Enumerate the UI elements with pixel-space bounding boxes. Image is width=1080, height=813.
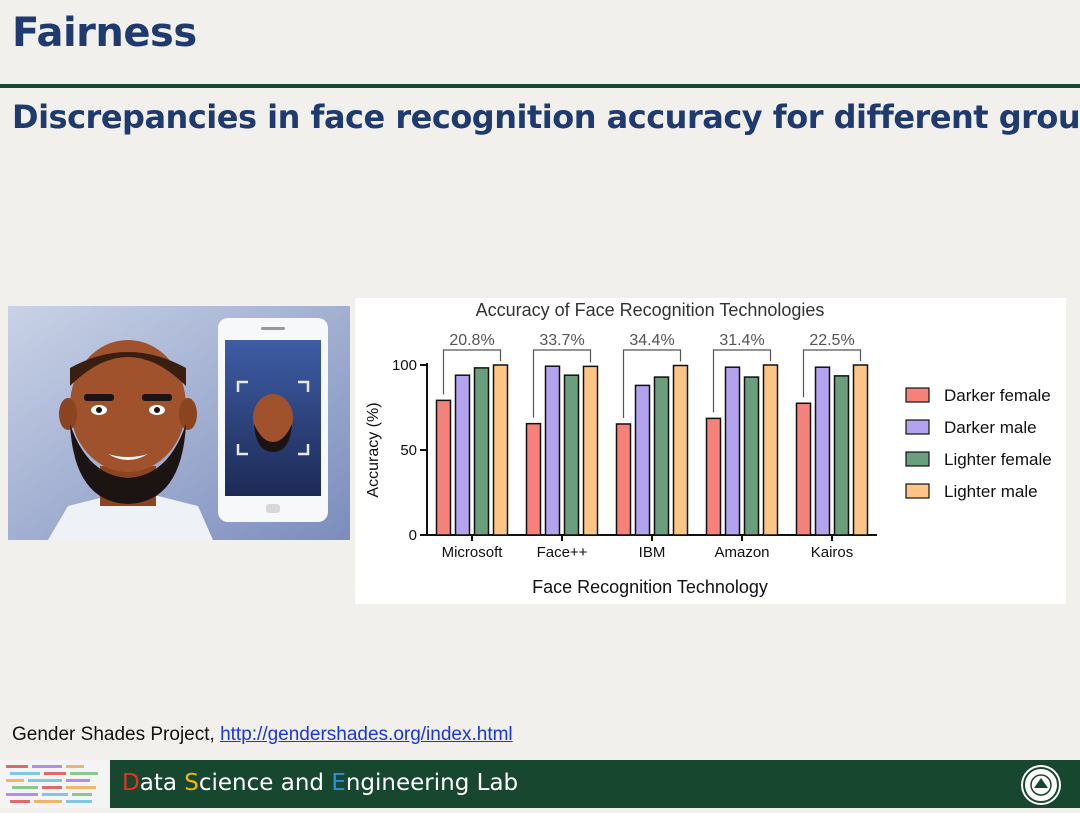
x-tick-label: Face++	[537, 544, 588, 561]
bar	[563, 374, 580, 536]
x-tick-label: Amazon	[714, 544, 769, 561]
lab-name-part2: cience and	[198, 770, 332, 796]
x-axis-label: Face Recognition Technology	[532, 577, 768, 597]
gap-label: 34.4%	[629, 332, 674, 349]
bar	[544, 365, 561, 536]
bar	[435, 399, 452, 536]
gap-bracket	[802, 349, 862, 398]
y-tick-label: 0	[409, 527, 417, 544]
gap-label: 22.5%	[809, 332, 854, 349]
x-tick-label: Kairos	[811, 544, 854, 561]
gap-bracket	[532, 349, 592, 418]
legend-label: Lighter male	[944, 482, 1038, 501]
bar	[762, 364, 779, 536]
slide-title: Fairness	[12, 10, 197, 56]
gap-label: 31.4%	[719, 332, 764, 349]
legend-label: Lighter female	[944, 450, 1052, 469]
bar	[795, 402, 812, 536]
bar	[705, 417, 722, 536]
gap-bracket	[442, 349, 502, 395]
face-recognition-illustration	[8, 306, 350, 540]
y-tick-label: 100	[392, 357, 417, 374]
x-tick-label: Microsoft	[442, 544, 504, 561]
bar	[525, 422, 542, 536]
bar	[473, 367, 490, 536]
legend-label: Darker female	[944, 386, 1051, 405]
bar	[582, 365, 599, 536]
legend-swatch	[905, 483, 930, 499]
lab-logo	[0, 760, 110, 808]
bar	[672, 364, 689, 536]
x-tick-label: IBM	[639, 544, 666, 561]
gap-bracket	[622, 349, 682, 418]
bar	[833, 375, 850, 536]
bar	[492, 364, 509, 536]
title-divider	[0, 84, 1080, 88]
bar	[743, 376, 760, 536]
lab-name-s: S	[184, 770, 199, 796]
y-axis-label: Accuracy (%)	[365, 402, 382, 497]
gap-label: 20.8%	[449, 332, 494, 349]
source-text: Gender Shades Project,	[12, 724, 221, 745]
accuracy-chart: Accuracy of Face Recognition Technologie…	[355, 298, 1066, 604]
chart-title: Accuracy of Face Recognition Technologie…	[476, 300, 825, 320]
lab-name-e: E	[331, 770, 346, 796]
lab-name-part3: ngineering Lab	[345, 770, 519, 796]
legend-swatch	[905, 387, 930, 403]
lab-name-d: D	[122, 770, 140, 796]
source-citation: Gender Shades Project, http://gendershad…	[12, 724, 513, 746]
bar	[814, 366, 831, 536]
gap-bracket	[712, 349, 772, 413]
legend-label: Darker male	[944, 418, 1037, 437]
gap-label: 33.7%	[539, 332, 584, 349]
bar	[454, 374, 471, 536]
university-seal	[1020, 764, 1062, 806]
lab-name-part1: ata	[139, 770, 185, 796]
footer-bar: Data Science and Engineering Lab	[0, 760, 1080, 808]
bar	[724, 366, 741, 536]
bar	[852, 364, 869, 536]
bar	[634, 384, 651, 536]
legend-swatch	[905, 419, 930, 435]
lab-name: Data Science and Engineering Lab	[122, 770, 518, 796]
slide-subtitle: Discrepancies in face recognition accura…	[12, 98, 1080, 136]
bar	[615, 423, 632, 536]
source-link[interactable]: http://gendershades.org/index.html	[220, 724, 513, 745]
y-tick-label: 50	[400, 442, 417, 459]
legend-swatch	[905, 451, 930, 467]
bar	[653, 376, 670, 536]
